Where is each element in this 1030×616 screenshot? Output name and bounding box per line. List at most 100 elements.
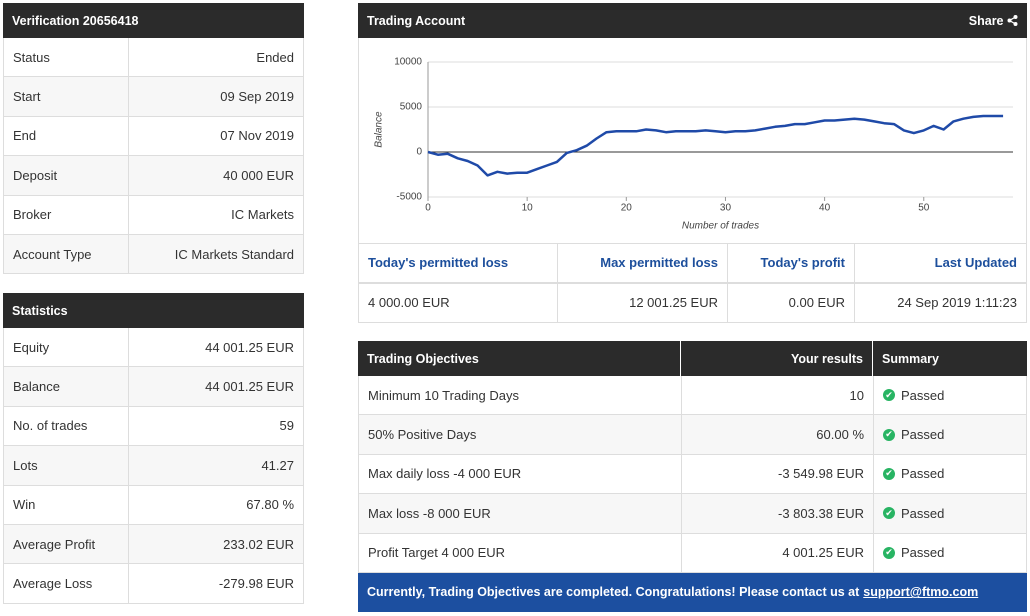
status-text: Passed xyxy=(901,545,945,561)
objective-result: 60.00 % xyxy=(682,415,874,454)
table-row: Broker IC Markets xyxy=(3,195,304,235)
row-value: Ended xyxy=(256,49,294,65)
header-cell: Your results xyxy=(681,341,873,376)
row-label: Account Type xyxy=(4,234,129,274)
row-value: 41.27 xyxy=(261,457,294,473)
row-value: -279.98 EUR xyxy=(218,576,294,592)
status-text: Passed xyxy=(901,427,945,443)
x-tick-label: 30 xyxy=(720,203,732,214)
summary-headers: Today's permitted loss Max permitted loss… xyxy=(359,243,1026,283)
objective-result: 4 001.25 EUR xyxy=(682,533,874,572)
row-label: Balance xyxy=(4,367,129,406)
objective-summary: ✔ Passed xyxy=(874,494,1026,532)
objective-name: Max loss -8 000 EUR xyxy=(359,494,682,533)
objective-row: Profit Target 4 000 EUR 4 001.25 EUR ✔ Pass… xyxy=(358,533,1027,573)
objective-row: Max daily loss -4 000 EUR -3 549.98 EUR ✔ P… xyxy=(358,454,1027,495)
summary-header: Max permitted loss xyxy=(558,244,728,282)
panel-title: Trading Account xyxy=(367,13,466,28)
row-label: End xyxy=(4,116,129,156)
objectives-table: Trading Objectives Your results Summary Min… xyxy=(358,341,1027,612)
row-label: Status xyxy=(4,38,129,77)
y-tick-label: 5000 xyxy=(400,102,423,113)
table-row: Balance 44 001.25 EUR xyxy=(3,367,304,407)
status-text: Passed xyxy=(901,387,945,403)
table-row: Deposit 40 000 EUR xyxy=(3,156,304,196)
check-icon: ✔ xyxy=(883,546,895,559)
header-cell: Trading Objectives xyxy=(358,341,681,376)
table-row: Equity 44 001.25 EUR xyxy=(3,328,304,368)
row-value: IC Markets xyxy=(231,207,294,223)
row-value: 44 001.25 EUR xyxy=(205,379,294,395)
table-row: End 07 Nov 2019 xyxy=(3,116,304,157)
row-value: 44 001.25 EUR xyxy=(205,339,294,355)
objective-name: 50% Positive Days xyxy=(359,415,682,454)
table-row: Account Type IC Markets Standard xyxy=(3,234,304,275)
row-value: 40 000 EUR xyxy=(223,167,294,183)
objective-result: 10 xyxy=(682,376,874,415)
row-label: Start xyxy=(4,77,129,116)
share-icon[interactable] xyxy=(1007,14,1018,26)
objective-summary: ✔ Passed xyxy=(874,534,1026,572)
objective-summary: ✔ Passed xyxy=(874,376,1026,414)
table-row: Lots 41.27 xyxy=(3,446,304,486)
check-icon: ✔ xyxy=(883,467,895,480)
x-tick-label: 20 xyxy=(621,203,633,214)
row-value: 67.80 % xyxy=(246,497,294,513)
table-row: Start 09 Sep 2019 xyxy=(3,77,304,117)
x-tick-label: 50 xyxy=(918,203,930,214)
banner-text: Currently, Trading Objectives are comple… xyxy=(367,585,860,600)
objective-row: 50% Positive Days 60.00 % ✔ Passed xyxy=(358,415,1027,455)
row-label: No. of trades xyxy=(4,406,129,446)
row-label: Broker xyxy=(4,195,129,234)
status-text: Passed xyxy=(901,505,945,521)
table-row: Status Ended xyxy=(3,38,304,78)
share-button[interactable]: Share xyxy=(969,14,1018,28)
summary-header: Last Updated xyxy=(934,255,1017,271)
summary-value: 12 001.25 EUR xyxy=(558,283,728,322)
y-tick-label: 0 xyxy=(416,147,422,158)
summary-value: 0.00 EUR xyxy=(728,283,855,322)
summary-value: 4 000.00 EUR xyxy=(359,283,558,322)
support-link[interactable]: support@ftmo.com xyxy=(863,585,979,600)
objective-summary: ✔ Passed xyxy=(874,455,1026,493)
row-value: IC Markets Standard xyxy=(174,246,294,262)
table-row: Win 67.80 % xyxy=(3,485,304,525)
objective-name: Profit Target 4 000 EUR xyxy=(359,533,682,572)
completion-banner: Currently, Trading Objectives are comple… xyxy=(358,572,1027,612)
summary-header: Today's permitted loss xyxy=(359,244,558,282)
trading-account: Trading Account Share -5000 0 5000 10000 0 10… xyxy=(358,3,1027,323)
row-value: 59 xyxy=(279,418,294,434)
objective-row: Max loss -8 000 EUR -3 803.38 EUR ✔ Passed xyxy=(358,494,1027,534)
objective-name: Max daily loss -4 000 EUR xyxy=(359,454,682,494)
y-axis-label: Balance xyxy=(374,111,385,148)
row-value: 09 Sep 2019 xyxy=(220,89,294,105)
status-text: Passed xyxy=(901,466,945,482)
panel-header: Trading Account Share xyxy=(358,3,1027,38)
x-axis-label: Number of trades xyxy=(682,221,759,232)
objective-result: -3 549.98 EUR xyxy=(682,454,874,494)
header-cell: Summary xyxy=(882,351,939,366)
x-tick-label: 0 xyxy=(425,203,431,214)
table-row: No. of trades 59 xyxy=(3,406,304,447)
objective-summary: ✔ Passed xyxy=(874,415,1026,453)
objectives-header: Trading Objectives Your results Summary xyxy=(358,341,1027,376)
share-label[interactable]: Share xyxy=(968,13,1004,28)
check-icon: ✔ xyxy=(883,389,895,402)
row-label: Average Profit xyxy=(4,524,129,564)
statistics-table: Statistics Equity 44 001.25 EUR Balance 44 0… xyxy=(3,293,304,604)
row-label: Equity xyxy=(4,328,129,367)
summary-values: 4 000.00 EUR 12 001.25 EUR 0.00 EUR 24 Sep … xyxy=(359,282,1026,322)
x-tick-label: 40 xyxy=(819,203,831,214)
table-row: Average Profit 233.02 EUR xyxy=(3,524,304,565)
objective-result: -3 803.38 EUR xyxy=(682,494,874,533)
check-icon: ✔ xyxy=(883,507,895,520)
x-tick-label: 10 xyxy=(522,203,534,214)
verification-table: Verification 20656418 Status Ended Start 09 … xyxy=(3,3,304,275)
y-tick-label: -5000 xyxy=(396,192,422,203)
row-label: Lots xyxy=(4,446,129,485)
balance-line xyxy=(427,114,1004,177)
objective-name: Minimum 10 Trading Days xyxy=(359,376,682,415)
table-header: Verification 20656418 xyxy=(3,3,304,38)
